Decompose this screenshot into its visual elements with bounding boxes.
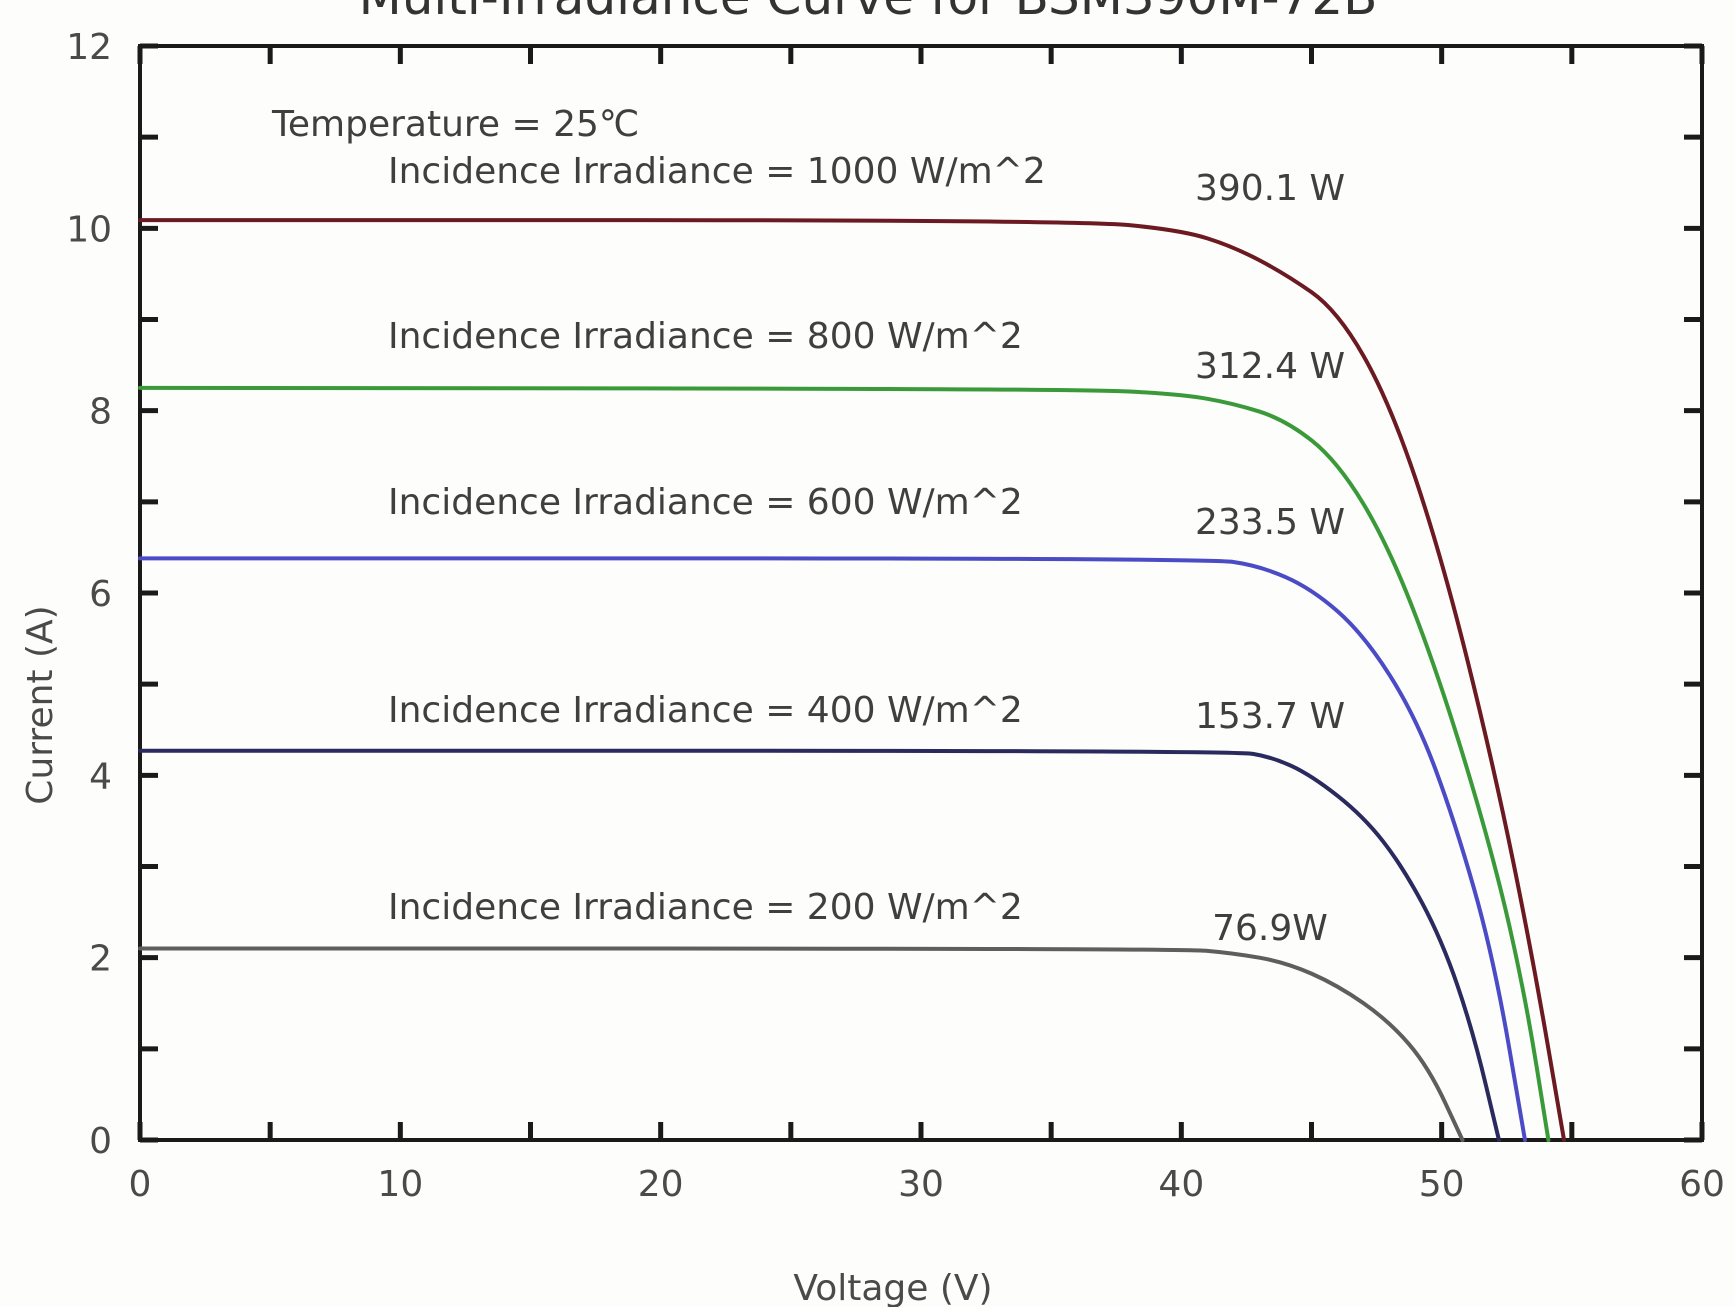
x-tick-label: 20: [638, 1164, 684, 1205]
tick-labels: 0 10 20 30 40 50 60 0 2 4 6 8 10 12: [66, 27, 1725, 1205]
series-power-label: 390.1 W: [1195, 168, 1345, 209]
series-label: Incidence Irradiance = 600 W/m^2: [388, 482, 1023, 523]
series-line: [138, 946, 1465, 1142]
series-line: [138, 218, 1567, 1142]
ticks: [137, 43, 1705, 1143]
x-axis-label: Voltage (V): [793, 1268, 992, 1307]
series-label: Incidence Irradiance = 400 W/m^2: [388, 690, 1023, 731]
chart-title: Multi-Irradiance Curve for BSM390M-72B: [359, 0, 1378, 26]
x-tick-label: 60: [1679, 1164, 1725, 1205]
series-line: [138, 556, 1527, 1142]
series-line: [138, 748, 1501, 1142]
curves: [138, 218, 1567, 1142]
y-tick-label: 6: [89, 574, 112, 615]
y-tick-label: 8: [89, 392, 112, 433]
series-power-label: 153.7 W: [1195, 696, 1345, 737]
x-tick-label: 30: [898, 1164, 944, 1205]
y-tick-label: 2: [89, 939, 112, 980]
temperature-annotation: Temperature = 25℃: [271, 104, 639, 145]
x-tick-label: 10: [377, 1164, 423, 1205]
series-power-label: 312.4 W: [1195, 346, 1345, 387]
series-power-label: 76.9W: [1212, 908, 1328, 949]
series-label: Incidence Irradiance = 800 W/m^2: [388, 316, 1023, 357]
series-label: Incidence Irradiance = 200 W/m^2: [388, 887, 1023, 928]
x-tick-label: 0: [129, 1164, 152, 1205]
y-tick-label: 4: [89, 756, 112, 797]
x-tick-label: 50: [1419, 1164, 1465, 1205]
series-line: [138, 385, 1551, 1142]
series-power-label: 233.5 W: [1195, 502, 1345, 543]
y-tick-label: 0: [89, 1121, 112, 1162]
x-tick-label: 40: [1158, 1164, 1204, 1205]
series-label: Incidence Irradiance = 1000 W/m^2: [388, 151, 1046, 192]
y-tick-label: 10: [66, 209, 112, 250]
series-labels: Incidence Irradiance = 1000 W/m^2 390.1 W…: [388, 151, 1345, 949]
y-axis-label: Current (A): [20, 605, 61, 804]
y-tick-label: 12: [66, 27, 112, 68]
